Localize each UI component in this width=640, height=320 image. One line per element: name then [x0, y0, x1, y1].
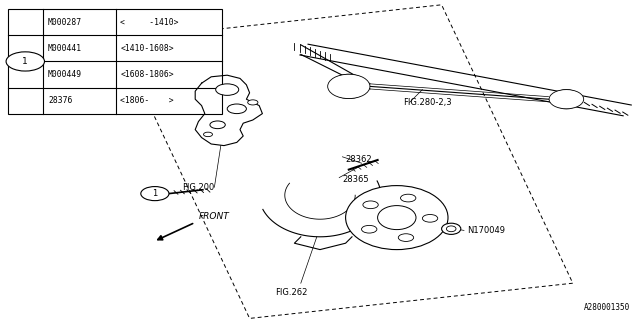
Text: FRONT: FRONT: [198, 212, 229, 221]
Circle shape: [227, 104, 246, 114]
Text: N170049: N170049: [467, 226, 505, 235]
Bar: [8, 9, 222, 114]
Ellipse shape: [549, 90, 584, 109]
Ellipse shape: [552, 90, 580, 109]
Text: 28362: 28362: [346, 156, 372, 164]
Circle shape: [398, 234, 413, 241]
Circle shape: [6, 52, 45, 71]
Ellipse shape: [328, 74, 370, 99]
Circle shape: [141, 187, 169, 201]
Circle shape: [216, 84, 239, 95]
Ellipse shape: [442, 223, 461, 234]
Ellipse shape: [560, 92, 573, 106]
Text: 28365: 28365: [342, 175, 369, 184]
Text: M000449: M000449: [48, 70, 82, 79]
Circle shape: [210, 121, 225, 129]
Text: <     -1410>: < -1410>: [120, 18, 179, 27]
Ellipse shape: [339, 77, 359, 96]
Text: 1: 1: [22, 57, 28, 66]
Text: <1608-1806>: <1608-1806>: [120, 70, 174, 79]
Circle shape: [362, 225, 377, 233]
Circle shape: [422, 214, 438, 222]
Circle shape: [401, 194, 416, 202]
Text: M000287: M000287: [48, 18, 82, 27]
Ellipse shape: [342, 78, 355, 94]
Text: FIG.280-2,3: FIG.280-2,3: [403, 98, 452, 107]
Text: FIG.262: FIG.262: [275, 288, 308, 297]
Text: 28376: 28376: [48, 96, 72, 105]
Ellipse shape: [378, 205, 416, 230]
Ellipse shape: [556, 91, 577, 108]
Ellipse shape: [447, 226, 456, 232]
Text: FIG.200: FIG.200: [182, 183, 214, 192]
Text: A280001350: A280001350: [584, 303, 630, 312]
Text: M000441: M000441: [48, 44, 82, 53]
Circle shape: [248, 100, 258, 105]
Circle shape: [363, 201, 378, 209]
Text: <1410-1608>: <1410-1608>: [120, 44, 174, 53]
Circle shape: [204, 132, 212, 137]
Ellipse shape: [331, 74, 367, 99]
Text: 1: 1: [152, 189, 157, 198]
Ellipse shape: [346, 186, 448, 250]
Text: <1806-    >: <1806- >: [120, 96, 174, 105]
Ellipse shape: [335, 75, 363, 98]
